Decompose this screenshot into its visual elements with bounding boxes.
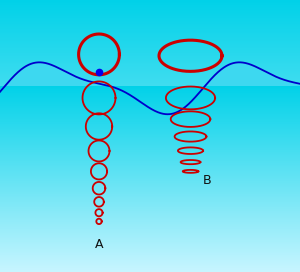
- Text: A: A: [95, 238, 103, 251]
- Polygon shape: [0, 62, 300, 272]
- Text: B: B: [203, 174, 211, 187]
